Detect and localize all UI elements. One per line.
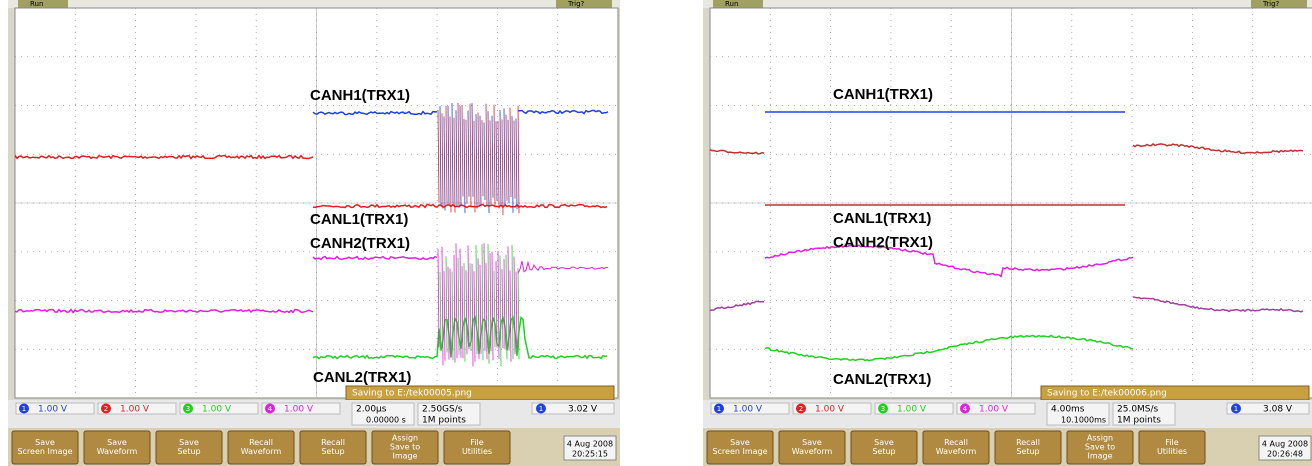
timebase: 4.00ms [1051, 405, 1085, 415]
softkey-label: Save [179, 438, 199, 447]
date: 4 Aug 2008 [567, 440, 613, 449]
channel-scale: 1.00 V [202, 405, 232, 415]
channel-number: 4 [963, 405, 968, 413]
softkey-label: Save [35, 438, 55, 447]
softkey-label: Save [107, 438, 127, 447]
channel-scale: 1.00 V [815, 405, 845, 415]
channel-number: 3 [881, 405, 885, 413]
channel-scale: 1.00 V [979, 405, 1009, 415]
timebase: 2.00µs [356, 405, 387, 415]
softkey-label: Setup [1016, 447, 1039, 456]
softkey-label: Image [392, 452, 417, 461]
channel-scale: 1.00 V [733, 405, 763, 415]
signal-label: CANH2(TRX1) [833, 234, 933, 251]
channel-number: 1 [22, 405, 26, 413]
softkey-label: Recall [944, 438, 968, 447]
channel-number: 2 [799, 405, 803, 413]
channel-number: 1 [717, 405, 721, 413]
softkey-label: Save to [390, 443, 420, 452]
signal-label: CANH1(TRX1) [310, 87, 410, 104]
channel-scale: 1.00 V [897, 405, 927, 415]
softkey-label: Recall [249, 438, 273, 447]
softkey-label: Save [730, 438, 750, 447]
record-length: 1M points [1117, 416, 1161, 426]
softkey-label: Waveform [241, 447, 282, 456]
softkey-label: Save [802, 438, 822, 447]
softkey-label: File [470, 438, 483, 447]
softkey-label: Assign [1087, 434, 1113, 443]
channel-number: 3 [186, 405, 190, 413]
signal-label: CANL1(TRX1) [310, 211, 408, 228]
softkey-label: Screen Image [712, 447, 767, 456]
softkey-label: Save [874, 438, 894, 447]
trigger-state: Trig? [567, 0, 585, 8]
channel-number: 2 [104, 405, 108, 413]
top-bar [8, 0, 620, 8]
signal-label: CANL2(TRX1) [833, 371, 931, 388]
softkey-label: Image [1087, 452, 1112, 461]
channel-scale: 1.00 V [38, 405, 68, 415]
softkey-label: Assign [392, 434, 418, 443]
delay: 10.1000ms [1061, 416, 1106, 425]
trigger-level: 3.02 V [568, 405, 598, 415]
softkey-label: Waveform [936, 447, 977, 456]
softkey-label: Waveform [792, 447, 833, 456]
save-message: Saving to E:/tek00006.png [1047, 389, 1167, 399]
time: 20:25:15 [572, 450, 608, 459]
run-status: Run [725, 0, 738, 8]
softkey-label: Utilities [462, 447, 492, 456]
softkey-label: Save to [1085, 443, 1115, 452]
page: {"scopes": [ {"status": "Run", "trigger_… [0, 0, 1312, 466]
top-bar [703, 0, 1312, 8]
signal-label: CANH1(TRX1) [833, 86, 933, 103]
channel-scale: 1.00 V [120, 405, 150, 415]
trigger-channel: 1 [539, 405, 543, 413]
sample-rate: 2.50GS/s [422, 405, 463, 415]
screenshot: Run Trig? CANH1(TRX1) CANL1(TRX1) CANH2(TRX1… [0, 0, 1312, 466]
softkey-label: Waveform [97, 447, 138, 456]
signal-label: CANL1(TRX1) [833, 210, 931, 227]
trigger-level: 3.08 V [1263, 405, 1293, 415]
time: 20:26:48 [1267, 450, 1303, 459]
channel-scale: 1.00 V [284, 405, 314, 415]
record-length: 1M points [422, 416, 466, 426]
oscilloscope: Run Trig? CANH1(TRX1) CANL1(TRX1) CANH2(TRX1… [703, 0, 1312, 466]
softkey-label: File [1165, 438, 1178, 447]
run-status: Run [30, 0, 43, 8]
softkey-label: Setup [321, 447, 344, 456]
trigger-channel: 1 [1234, 405, 1238, 413]
softkey-label: Utilities [1157, 447, 1187, 456]
softkey-label: Recall [321, 438, 345, 447]
channel-number: 4 [268, 405, 273, 413]
softkey-label: Setup [872, 447, 895, 456]
signal-label: CANL2(TRX1) [313, 369, 411, 386]
softkey-label: Screen Image [17, 447, 72, 456]
signal-label: CANH2(TRX1) [310, 235, 410, 252]
softkey-label: Recall [1016, 438, 1040, 447]
sample-rate: 25.0MS/s [1117, 405, 1159, 415]
trigger-state: Trig? [1262, 0, 1280, 8]
oscilloscope: Run Trig? CANH1(TRX1) CANL1(TRX1) CANH2(TRX1… [8, 0, 620, 466]
softkey-label: Setup [177, 447, 200, 456]
save-message: Saving to E:/tek00005.png [352, 389, 472, 399]
delay: 0.00000 s [366, 416, 406, 425]
date: 4 Aug 2008 [1262, 440, 1308, 449]
